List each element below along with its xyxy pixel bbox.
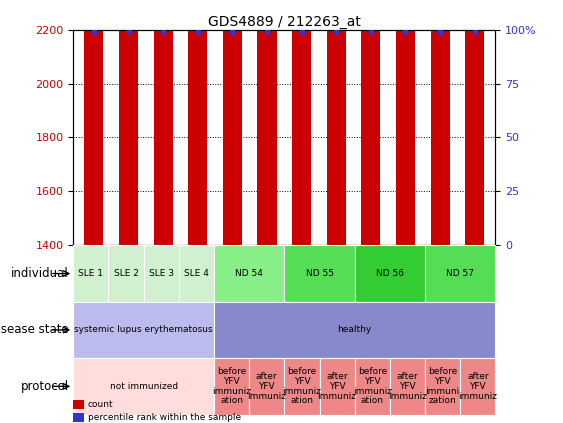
Text: before
YFV
immuniz
ation: before YFV immuniz ation <box>283 367 321 405</box>
Bar <box>284 358 320 415</box>
Text: ND 57: ND 57 <box>446 269 474 278</box>
Bar <box>108 245 144 302</box>
Bar <box>355 358 390 415</box>
Bar <box>73 302 214 358</box>
Text: before
YFV
immuniz
ation: before YFV immuniz ation <box>353 367 392 405</box>
Bar <box>214 302 495 358</box>
Bar <box>396 140 415 245</box>
Bar <box>84 0 104 245</box>
Text: ND 55: ND 55 <box>306 269 333 278</box>
Bar <box>355 245 425 302</box>
Bar <box>154 173 173 245</box>
Bar <box>390 358 425 415</box>
Bar <box>214 245 284 302</box>
Bar <box>320 358 355 415</box>
Bar <box>425 358 461 415</box>
Text: SLE 4: SLE 4 <box>184 269 209 278</box>
Bar <box>465 181 484 245</box>
Text: protocol: protocol <box>21 380 69 393</box>
Bar <box>188 116 207 245</box>
Text: individual: individual <box>11 267 69 280</box>
Bar <box>214 358 249 415</box>
Bar <box>119 165 138 245</box>
Bar <box>73 400 84 409</box>
Text: after
YFV
immuniz: after YFV immuniz <box>458 372 497 401</box>
Bar <box>188 0 207 245</box>
Bar <box>425 245 495 302</box>
Text: after
YFV
immuniz: after YFV immuniz <box>318 372 356 401</box>
Bar <box>461 358 495 415</box>
Text: SLE 1: SLE 1 <box>78 269 103 278</box>
Text: disease state: disease state <box>0 324 69 336</box>
Bar <box>84 78 104 245</box>
Bar <box>73 413 84 422</box>
Bar <box>249 358 284 415</box>
Bar <box>327 166 346 245</box>
Text: systemic lupus erythematosus: systemic lupus erythematosus <box>74 325 213 335</box>
Text: before
YFV
immuniz
ation: before YFV immuniz ation <box>212 367 251 405</box>
Bar <box>284 245 355 302</box>
Bar <box>292 0 311 245</box>
Text: healthy: healthy <box>338 325 372 335</box>
Bar <box>179 245 214 302</box>
Bar <box>223 191 242 245</box>
Bar <box>73 358 214 415</box>
Bar <box>396 0 415 245</box>
Bar <box>257 0 276 245</box>
Text: after
YFV
immuniz: after YFV immuniz <box>388 372 427 401</box>
Bar <box>144 245 179 302</box>
Text: SLE 2: SLE 2 <box>114 269 138 278</box>
Text: SLE 3: SLE 3 <box>149 269 173 278</box>
Bar <box>431 0 450 245</box>
Bar <box>223 0 242 245</box>
Text: after
YFV
immuniz: after YFV immuniz <box>247 372 286 401</box>
Bar <box>431 182 450 245</box>
Bar <box>257 193 276 245</box>
Bar <box>154 0 173 245</box>
Bar <box>119 0 138 245</box>
Text: ND 54: ND 54 <box>235 269 263 278</box>
Text: not immunized: not immunized <box>109 382 178 391</box>
Text: ND 56: ND 56 <box>376 269 404 278</box>
Bar <box>361 237 381 245</box>
Text: count: count <box>88 400 114 409</box>
Text: before
YFV
immuni
zation: before YFV immuni zation <box>426 367 460 405</box>
Bar <box>465 0 484 245</box>
Bar <box>73 245 108 302</box>
Bar <box>292 174 311 245</box>
Bar <box>327 0 346 245</box>
Text: percentile rank within the sample: percentile rank within the sample <box>88 413 241 422</box>
Bar <box>361 0 381 245</box>
Title: GDS4889 / 212263_at: GDS4889 / 212263_at <box>208 14 361 29</box>
